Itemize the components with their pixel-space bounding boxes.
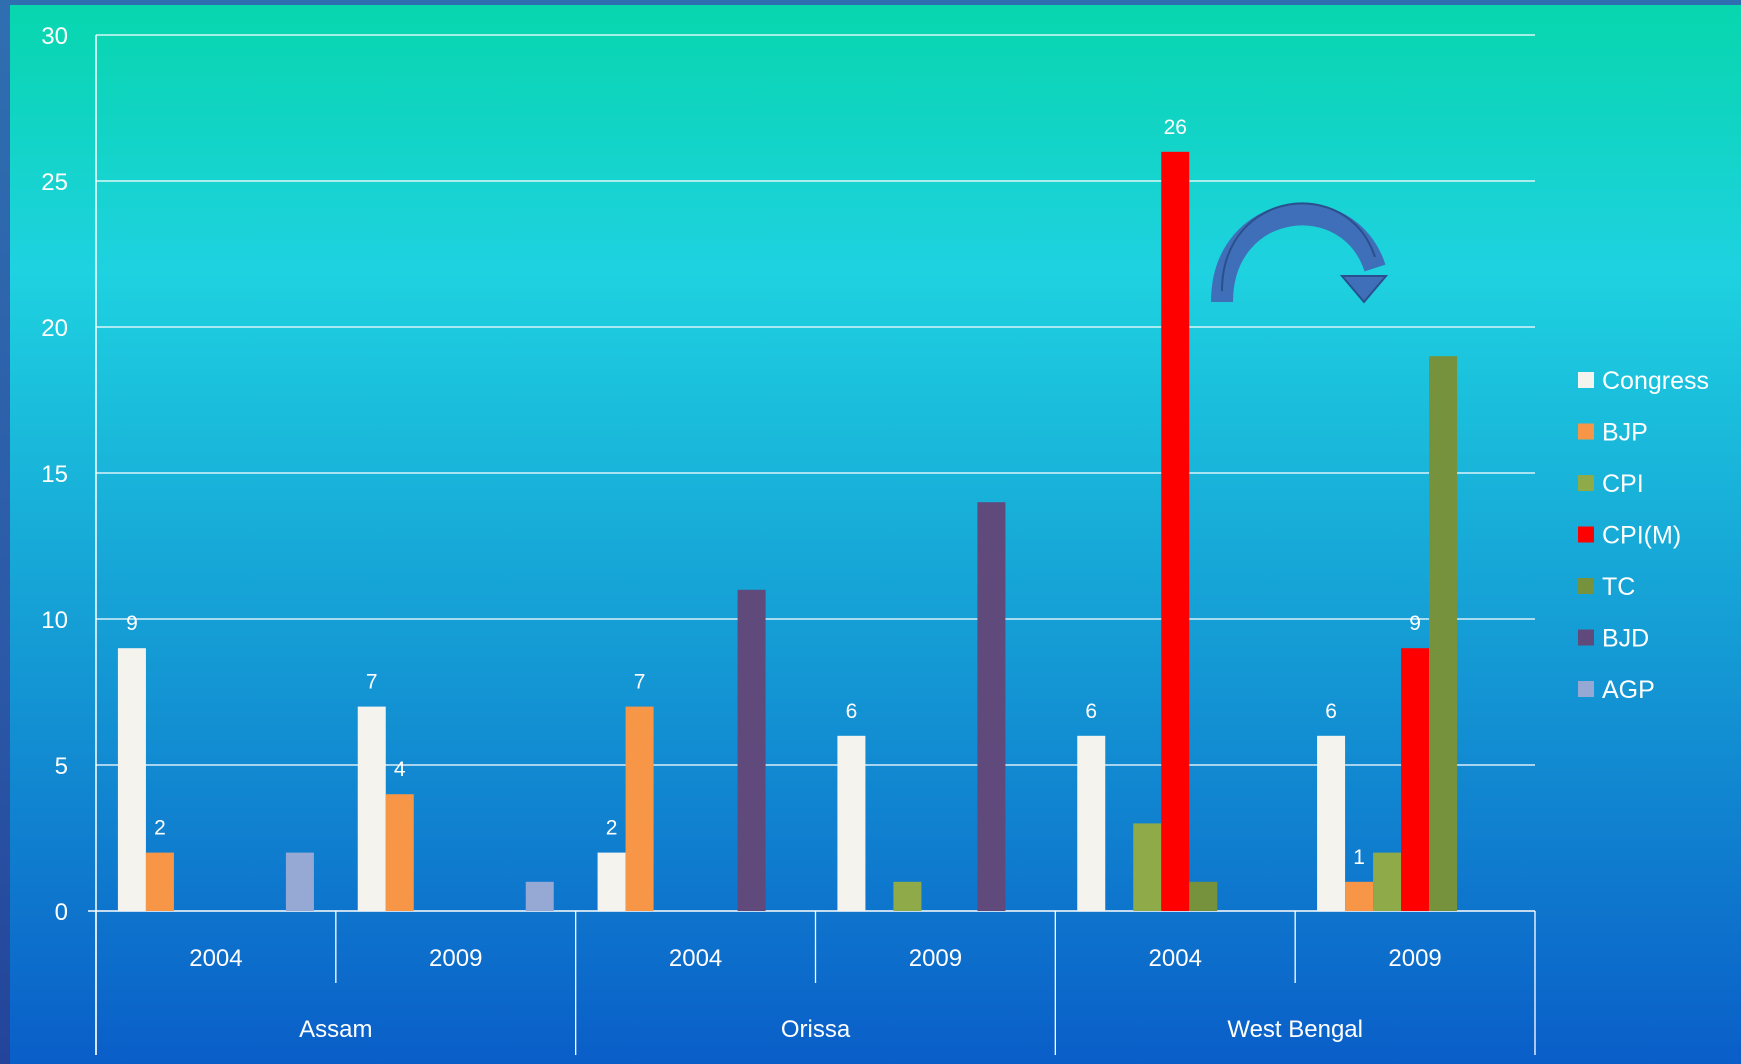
legend-label: CPI(M) (1602, 522, 1681, 550)
y-tick-label: 0 (55, 899, 68, 926)
legend-swatch (1578, 578, 1594, 594)
y-tick-label: 10 (41, 607, 68, 634)
group-label: West Bengal (1227, 1016, 1363, 1043)
x-tick-label: 2004 (1149, 945, 1202, 972)
bar-bjp (145, 852, 174, 911)
x-tick-label: 2004 (189, 945, 242, 972)
data-label: 2 (154, 817, 166, 840)
data-labels: 9 2 7 4 2 7 6 6 26 6 1 9 (126, 116, 1421, 869)
bar-congress (837, 735, 866, 911)
bar-bjd (977, 502, 1006, 911)
legend-label: BJP (1602, 419, 1648, 447)
data-label: 1 (1353, 846, 1365, 869)
bar-agp (285, 852, 314, 911)
legend-label: BJD (1602, 625, 1649, 653)
data-label: 2 (606, 817, 618, 840)
data-label: 6 (1085, 700, 1097, 723)
legend-swatch (1578, 475, 1594, 491)
data-label: 26 (1164, 116, 1187, 139)
bar-bjp (385, 794, 414, 911)
y-tick-label: 5 (55, 753, 68, 780)
bar-tc (1429, 356, 1458, 911)
bar-cpi (893, 881, 922, 911)
bar-cpim (1401, 648, 1430, 911)
bar-tc (1189, 881, 1218, 911)
x-tick-label: 2009 (1388, 945, 1441, 972)
bar-congress (117, 648, 146, 911)
y-tick-label: 25 (41, 169, 68, 196)
y-tick-label: 15 (41, 461, 68, 488)
bars (117, 151, 1458, 912)
arrow-outline (1221, 202, 1376, 292)
gridlines (96, 34, 1535, 766)
legend-label: TC (1602, 573, 1635, 601)
bar-congress (1077, 735, 1106, 911)
bar-agp (525, 881, 554, 911)
data-label: 6 (1325, 700, 1337, 723)
legend-label: AGP (1602, 676, 1655, 704)
data-label: 7 (634, 671, 646, 694)
axes: 0 5 10 15 20 25 30 2004 2009 2004 2009 2004 2009 Assa… (41, 23, 1536, 1055)
data-label: 6 (846, 700, 858, 723)
bar-bjd (737, 589, 766, 911)
bar-bjp (1345, 881, 1374, 911)
plot-background (10, 5, 1741, 1064)
group-label: Assam (299, 1016, 372, 1043)
y-tick-label: 30 (41, 23, 68, 50)
bar-congress (597, 852, 626, 911)
y-tick-label: 20 (41, 315, 68, 342)
legend-label: CPI (1602, 470, 1644, 498)
bar-bjp (625, 706, 654, 911)
x-tick-label: 2009 (909, 945, 962, 972)
x-tick-label: 2004 (669, 945, 722, 972)
arrow-head-icon (1339, 275, 1389, 304)
bar-cpi (1373, 852, 1402, 911)
legend-swatch (1578, 629, 1594, 646)
legend: Congress BJP CPI CPI(M) TC BJD AGP (1578, 367, 1709, 704)
bar-cpi (1133, 823, 1162, 911)
legend-label: Congress (1602, 367, 1709, 395)
group-label: Orissa (781, 1016, 851, 1043)
data-label: 7 (366, 671, 378, 694)
arrow-curve (1211, 203, 1386, 303)
legend-swatch (1578, 526, 1594, 543)
data-label: 9 (1409, 612, 1421, 635)
bar-congress (1317, 735, 1346, 911)
curved-arrow-annotation (1211, 202, 1389, 304)
legend-swatch (1578, 681, 1594, 697)
data-label: 9 (126, 612, 138, 635)
bar-cpim (1161, 151, 1190, 912)
data-label: 4 (394, 758, 406, 781)
x-tick-label: 2009 (429, 945, 482, 972)
legend-swatch (1578, 423, 1594, 440)
bar-congress (357, 706, 386, 911)
legend-swatch (1578, 372, 1594, 388)
